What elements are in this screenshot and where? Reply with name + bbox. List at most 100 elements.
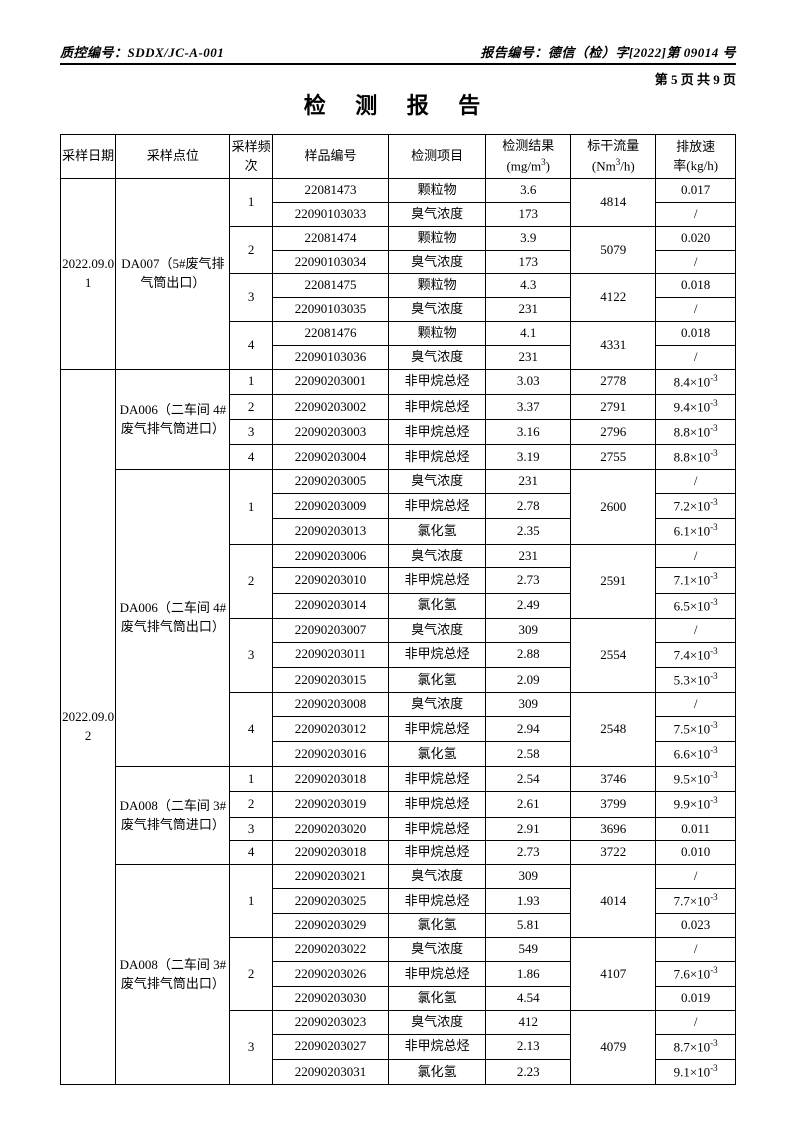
cell-result: 2.78 [486,494,571,519]
cell-result: 2.54 [486,767,571,792]
cell-emission-rate: 7.2×10-3 [656,494,736,519]
col-frequency: 采样频次 [230,135,273,179]
cell-emission-rate: 9.1×10-3 [656,1059,736,1084]
cell-emission-rate: / [656,250,736,274]
cell-item: 非甲烷总烃 [389,1034,486,1059]
cell-item: 臭气浓度 [389,345,486,369]
cell-sample-no: 22090203008 [272,693,388,717]
cell-sample-no: 22090103036 [272,345,388,369]
cell-item: 非甲烷总烃 [389,961,486,986]
cell-item: 非甲烷总烃 [389,889,486,914]
table-row: DA006（二车间 4#废气排气筒出口）122090203005臭气浓度2312… [61,470,736,494]
cell-sample-no: 22090103033 [272,202,388,226]
cell-sample-no: 22090203004 [272,445,388,470]
cell-item: 非甲烷总烃 [389,445,486,470]
cell-emission-rate: / [656,618,736,642]
cell-sample-no: 22090203001 [272,369,388,394]
cell-emission-rate: 6.5×10-3 [656,593,736,618]
cell-flow: 3722 [571,841,656,865]
cell-emission-rate: 9.4×10-3 [656,394,736,419]
cell-result: 5.81 [486,914,571,938]
cell-emission-rate: 0.018 [656,322,736,346]
cell-item: 非甲烷总烃 [389,494,486,519]
report-title: 检 测 报 告 [60,88,736,120]
cell-sample-no: 22090203027 [272,1034,388,1059]
qc-number: 质控编号：SDDX/JC-A-001 [60,42,224,61]
cell-item: 氯化氢 [389,914,486,938]
cell-emission-rate: / [656,345,736,369]
page-number: 第 5 页 共 9 页 [60,69,736,88]
cell-result: 2.13 [486,1034,571,1059]
cell-frequency: 3 [230,420,273,445]
cell-result: 2.88 [486,642,571,667]
cell-frequency: 1 [230,369,273,394]
cell-sample-no: 22090203031 [272,1059,388,1084]
cell-sample-no: 22090203018 [272,841,388,865]
cell-result: 309 [486,693,571,717]
cell-result: 3.37 [486,394,571,419]
cell-item: 氯化氢 [389,593,486,618]
cell-frequency: 1 [230,767,273,792]
cell-item: 非甲烷总烃 [389,642,486,667]
cell-result: 309 [486,865,571,889]
cell-result: 1.93 [486,889,571,914]
cell-sample-no: 22090203014 [272,593,388,618]
cell-sample-no: 22090203003 [272,420,388,445]
cell-emission-rate: 6.1×10-3 [656,519,736,544]
cell-sample-no: 22090203016 [272,742,388,767]
cell-flow: 4331 [571,322,656,370]
cell-sample-no: 22081474 [272,226,388,250]
cell-sample-no: 22090103035 [272,298,388,322]
cell-item: 非甲烷总烃 [389,716,486,741]
cell-frequency: 2 [230,226,273,274]
cell-result: 309 [486,618,571,642]
cell-flow: 2796 [571,420,656,445]
cell-emission-rate: / [656,1010,736,1034]
cell-result: 2.91 [486,817,571,841]
cell-sample-no: 22090203006 [272,544,388,568]
cell-frequency: 4 [230,445,273,470]
cell-emission-rate: 6.6×10-3 [656,742,736,767]
cell-location: DA007（5#废气排气筒出口） [116,179,230,370]
cell-item: 颗粒物 [389,274,486,298]
cell-result: 231 [486,470,571,494]
cell-result: 4.54 [486,987,571,1011]
col-date: 采样日期 [61,135,116,179]
cell-result: 2.23 [486,1059,571,1084]
cell-flow: 2554 [571,618,656,692]
cell-result: 231 [486,298,571,322]
cell-result: 231 [486,544,571,568]
cell-frequency: 1 [230,179,273,227]
cell-emission-rate: 7.7×10-3 [656,889,736,914]
cell-item: 臭气浓度 [389,544,486,568]
col-item: 检测项目 [389,135,486,179]
cell-frequency: 2 [230,394,273,419]
cell-sample-no: 22090203021 [272,865,388,889]
cell-sample-no: 22090203029 [272,914,388,938]
cell-frequency: 2 [230,792,273,817]
cell-item: 氯化氢 [389,1059,486,1084]
table-row: DA008（二车间 3#废气排气筒进口）122090203018非甲烷总烃2.5… [61,767,736,792]
cell-item: 臭气浓度 [389,470,486,494]
cell-item: 非甲烷总烃 [389,420,486,445]
cell-item: 氯化氢 [389,987,486,1011]
cell-emission-rate: 7.1×10-3 [656,568,736,593]
cell-result: 1.86 [486,961,571,986]
cell-item: 臭气浓度 [389,938,486,962]
cell-emission-rate: / [656,865,736,889]
cell-emission-rate: / [656,470,736,494]
cell-result: 2.73 [486,841,571,865]
cell-item: 非甲烷总烃 [389,394,486,419]
data-table: 采样日期 采样点位 采样频次 样品编号 检测项目 检测结果 (mg/m3) 标干… [60,134,736,1085]
cell-sample-no: 22090203015 [272,667,388,692]
cell-item: 臭气浓度 [389,298,486,322]
cell-emission-rate: / [656,544,736,568]
cell-frequency: 3 [230,1010,273,1084]
cell-frequency: 2 [230,544,273,618]
cell-emission-rate: / [656,938,736,962]
cell-result: 412 [486,1010,571,1034]
cell-sample-no: 22090203010 [272,568,388,593]
cell-sample-no: 22090203025 [272,889,388,914]
cell-result: 3.03 [486,369,571,394]
cell-sample-no: 22090203007 [272,618,388,642]
